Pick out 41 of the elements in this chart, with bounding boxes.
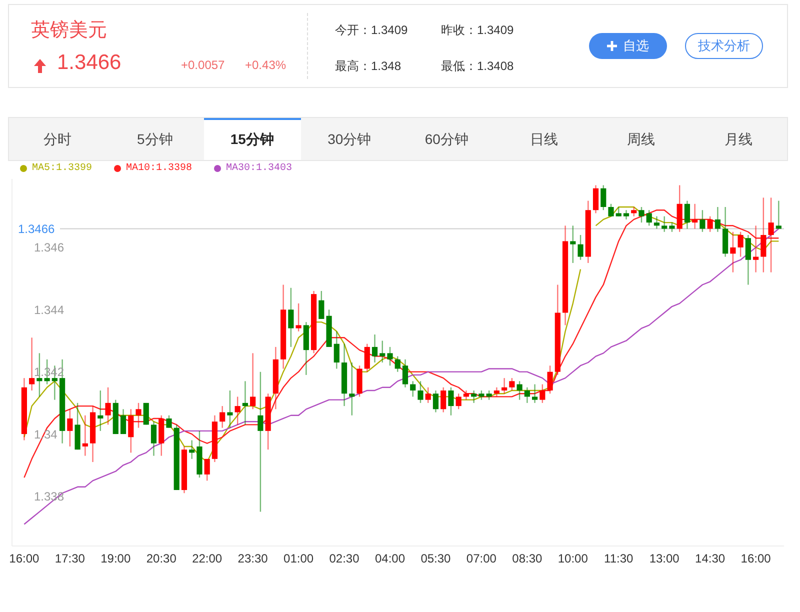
legend-label: MA30:1.3403 [225,163,292,174]
x-tick-label: 05:30 [420,552,452,566]
x-tick-label: 17:30 [54,552,86,566]
x-tick-label: 13:00 [649,552,680,566]
text: 分时 [42,130,73,149]
text: 60分钟 [424,130,470,149]
x-tick-label: 23:30 [238,552,268,566]
x-tick-label: 01:00 [284,552,314,566]
text: 技术分析 [685,33,763,59]
x-tick-label: 20:30 [146,552,177,566]
text: 5分钟 [136,130,174,149]
x-tick-label: 16:00 [9,552,40,566]
x-tick-label: 02:30 [329,552,360,566]
x-tick-label: 19:00 [100,552,131,566]
legend-label: MA10:1.3398 [125,163,192,174]
x-tick-label: 04:00 [374,552,406,566]
text: +0.43% [245,58,286,72]
x-tick-label: 16:00 [740,552,772,566]
text: 最高：1.348 [335,58,402,75]
text: 月线 [723,130,754,149]
ref-line-label: 1.3466 [18,222,56,236]
x-tick-label: 08:30 [512,552,543,566]
text: 今开：1.3409 [335,22,408,39]
text: 30分钟 [326,130,372,149]
text: 15分钟 [204,118,301,160]
y-tick-label: 1.344 [34,302,64,317]
x-tick-label: 10:00 [558,552,588,566]
legend-label: MA5:1.3399 [31,163,92,174]
text: 1.3466 [57,51,122,75]
text: 最低：1.3408 [441,58,514,75]
text: 昨收：1.3409 [441,22,514,39]
x-tick-label: 11:30 [604,552,634,566]
text: +0.0057 [181,58,225,72]
y-tick-label: 1.346 [34,240,64,255]
x-tick-label: 14:30 [695,552,726,566]
text: 周线 [626,130,656,149]
chart-title: 英镑美元 [31,18,107,43]
x-tick-label: 22:00 [192,552,222,566]
text: 自选 [623,37,649,55]
x-tick-label: 07:00 [466,552,497,566]
text: 日线 [528,130,559,149]
